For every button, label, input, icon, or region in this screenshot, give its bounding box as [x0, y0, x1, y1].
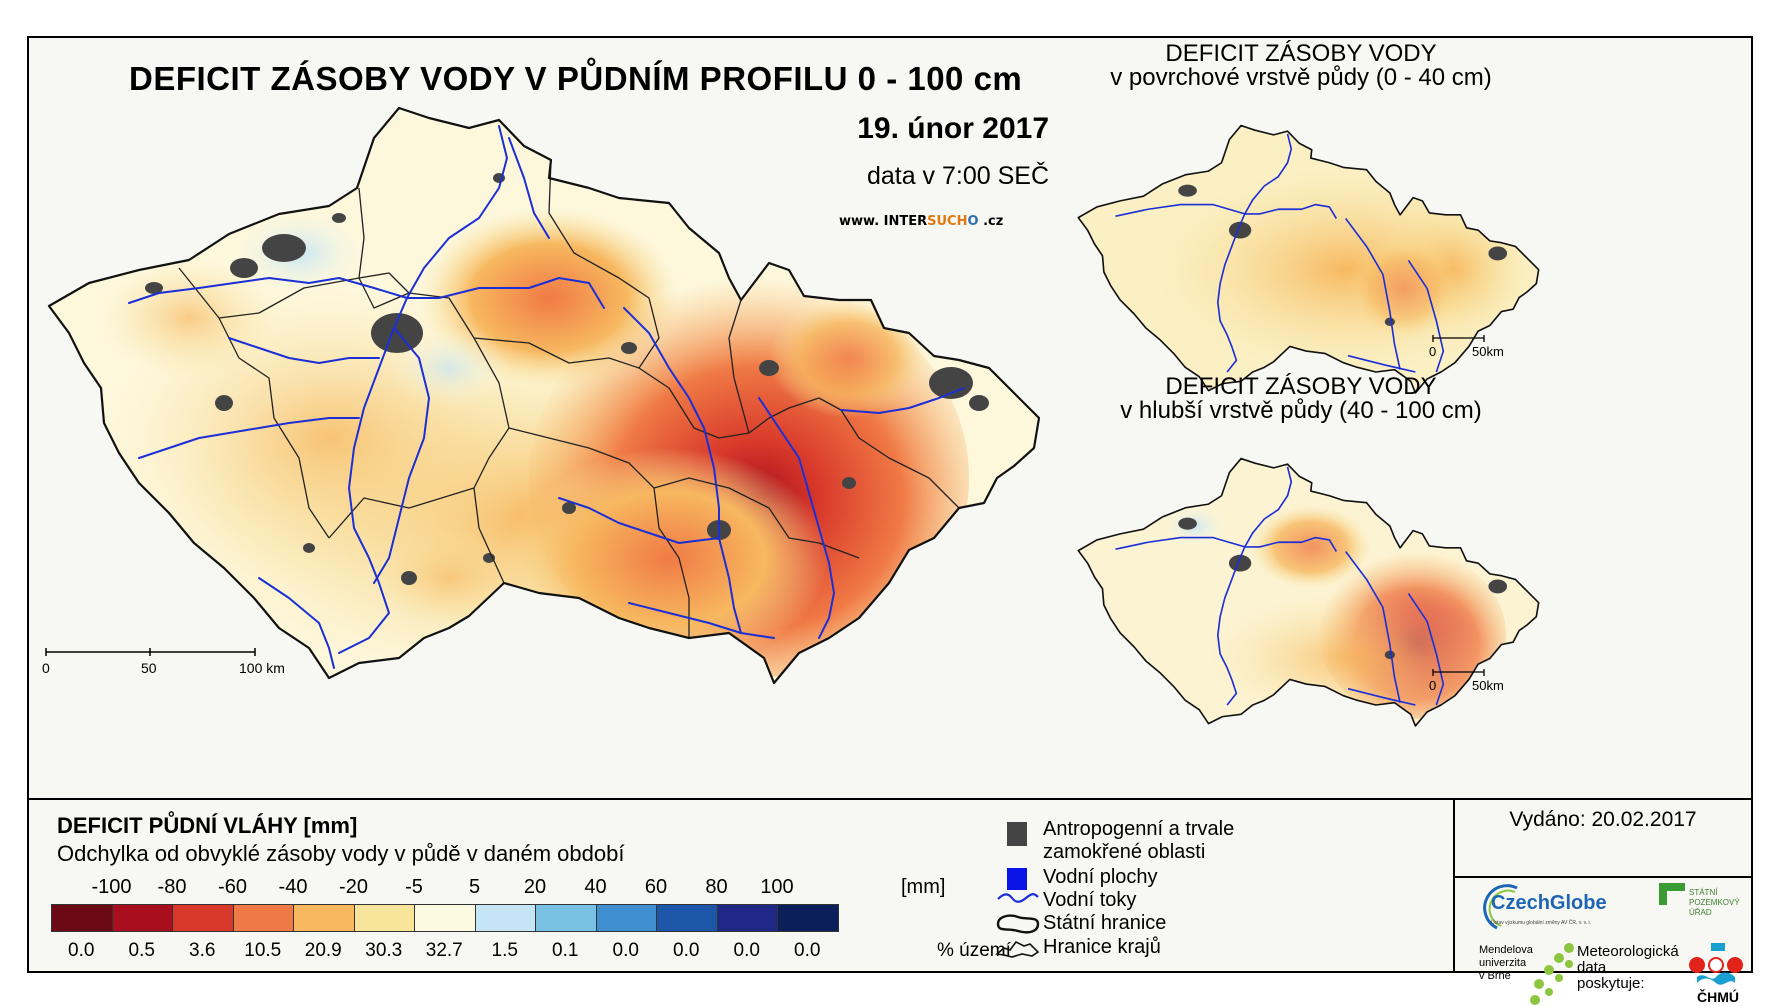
website-prefix: www. INTER	[839, 214, 928, 229]
main-scale-label-0: 0	[42, 660, 50, 676]
legend-swatch	[414, 904, 476, 932]
key-rivers: Vodní toky	[1043, 889, 1137, 911]
key-anthropogenic-line1: Antropogenní a trvale	[1043, 818, 1235, 840]
main-scale-label-100: 100 km	[239, 660, 285, 676]
legend-percentage: 3.6	[189, 940, 216, 961]
inset-top-scale-label-50: 50km	[1472, 344, 1504, 359]
legend-swatch	[716, 904, 778, 932]
legend-tick: -60	[218, 876, 247, 898]
legend-tick: 60	[644, 876, 668, 898]
map-date: 19. únor 2017	[857, 112, 1049, 145]
inset-top-scale-bar	[1432, 332, 1492, 344]
chmi-name: ČHMÚ	[1697, 989, 1739, 1005]
inset-top-title-line1: DEFICIT ZÁSOBY VODY	[1165, 40, 1437, 67]
inset-bottom-title-line2: v hlubší vrstvě půdy (40 - 100 cm)	[1120, 397, 1482, 424]
chmi-logo	[1689, 943, 1743, 985]
legend-percentage: 0.0	[612, 940, 639, 961]
inset-map-subsoil	[1077, 457, 1540, 727]
rivers	[128, 125, 965, 669]
legend-percentage: 20.9	[304, 940, 342, 961]
key-water-bodies: Vodní plochy	[1043, 866, 1158, 888]
legend-swatch	[656, 904, 718, 932]
czechglobe-name: CzechGlobe	[1491, 892, 1607, 914]
main-scale-label-50: 50	[141, 660, 157, 676]
legend-tick: -100	[91, 876, 132, 898]
legend-percentage: 0.0	[673, 940, 700, 961]
map-data-time: data v 7:00 SEČ	[866, 162, 1049, 190]
legend-swatch	[474, 904, 536, 932]
intersucho-website: www. INTERSUCHO .cz	[839, 214, 1003, 229]
czechglobe-logo	[1483, 884, 1518, 930]
key-state-border: Státní hranice	[1043, 912, 1167, 934]
legend-percentage: 0.0	[794, 940, 821, 961]
legend-subtitle: Odchylka od obvyklé zásoby vody v půdě v…	[57, 841, 625, 866]
legend-tick: -80	[157, 876, 187, 898]
legend-tick: -40	[278, 876, 308, 898]
maps-canvas	[47, 106, 1540, 727]
issued-divider	[1453, 800, 1455, 971]
anthropogenic-areas	[145, 173, 989, 585]
logos-divider	[1455, 876, 1751, 878]
regional-border-icon	[994, 936, 1042, 965]
website-ucho: O	[967, 214, 979, 229]
legend-percentage: 0.5	[128, 940, 155, 961]
legend-percent-unit: % území	[937, 940, 1011, 961]
river-line-icon	[996, 890, 1040, 911]
chmi-data-provider-label: Meteorologická data poskytuje:	[1577, 943, 1679, 992]
legend-title: DEFICIT PŮDNÍ VLÁHY [mm]	[57, 813, 358, 838]
legend-percentage: 0.0	[68, 940, 95, 961]
legend-percentage: 32.7	[425, 940, 463, 961]
legend-tick: 100	[760, 876, 794, 898]
legend-swatch	[232, 904, 294, 932]
legend-swatch	[293, 904, 355, 932]
spu-name: STÁTNÍ POZEMKOVÝ ÚŘAD	[1689, 888, 1740, 917]
website-suffix: .cz	[978, 214, 1004, 229]
state-border-icon	[994, 912, 1042, 941]
legend-percentage: 30.3	[365, 940, 403, 961]
legend-percentage: 1.5	[491, 940, 518, 961]
legend-percentage: 0.1	[552, 940, 579, 961]
legend-divider	[29, 798, 1751, 800]
map-area: DEFICIT ZÁSOBY VODY V PŮDNÍM PROFILU 0 -…	[29, 38, 1751, 800]
legend-tick: 5	[468, 876, 481, 898]
key-anthropogenic-line2: zamokřené oblasti	[1043, 841, 1206, 863]
legend-unit: [mm]	[901, 876, 946, 898]
main-scale-bar	[45, 644, 265, 658]
regional-borders	[178, 159, 960, 638]
inset-top-title-line2: v povrchové vrstvě půdy (0 - 40 cm)	[1110, 64, 1492, 91]
legend-swatch	[353, 904, 415, 932]
mendel-university-name: Mendelova univerzita v Brně	[1479, 944, 1533, 982]
legend-tick: 80	[705, 876, 728, 898]
inset-bottom-scale-bar	[1432, 666, 1492, 678]
legend-swatch	[172, 904, 234, 932]
legend-tick: 20	[523, 876, 547, 898]
map-sheet: DEFICIT ZÁSOBY VODY V PŮDNÍM PROFILU 0 -…	[27, 36, 1753, 1005]
legend-tick: -5	[405, 876, 423, 898]
water-body-swatch	[1007, 868, 1027, 890]
legend-swatch	[535, 904, 597, 932]
legend-percentage: 0.0	[733, 940, 760, 961]
inset-bottom-title-line1: DEFICIT ZÁSOBY VODY	[1165, 373, 1437, 400]
legend-tick: 40	[584, 876, 607, 898]
czechglobe-subtitle: Ústav výzkumu globální změny AV ČR, v. v…	[1491, 920, 1592, 926]
legend-swatch	[51, 904, 113, 932]
inset-bottom-scale-label-0: 0	[1429, 678, 1437, 693]
inset-top-scale-label-0: 0	[1429, 344, 1437, 359]
key-regional-border: Hranice krajů	[1043, 936, 1161, 958]
legend-swatch	[777, 904, 839, 932]
issued-date: Vydáno: 20.02.2017	[1509, 808, 1697, 831]
inset-map-topsoil	[1077, 124, 1540, 394]
mendel-university-logo	[1530, 943, 1574, 1005]
legend-swatch	[595, 904, 657, 932]
legend-percentage: 10.5	[244, 940, 282, 961]
legend-tick: -20	[339, 876, 368, 898]
website-suh: SUCH	[927, 214, 968, 229]
map-title: DEFICIT ZÁSOBY VODY V PŮDNÍM PROFILU 0 -…	[129, 60, 1023, 97]
legend-swatch	[111, 904, 173, 932]
spu-logo	[1659, 883, 1685, 905]
inset-bottom-scale-label-50: 50km	[1472, 678, 1504, 693]
main-map	[47, 106, 1041, 685]
anthropogenic-area-swatch	[1007, 822, 1027, 846]
